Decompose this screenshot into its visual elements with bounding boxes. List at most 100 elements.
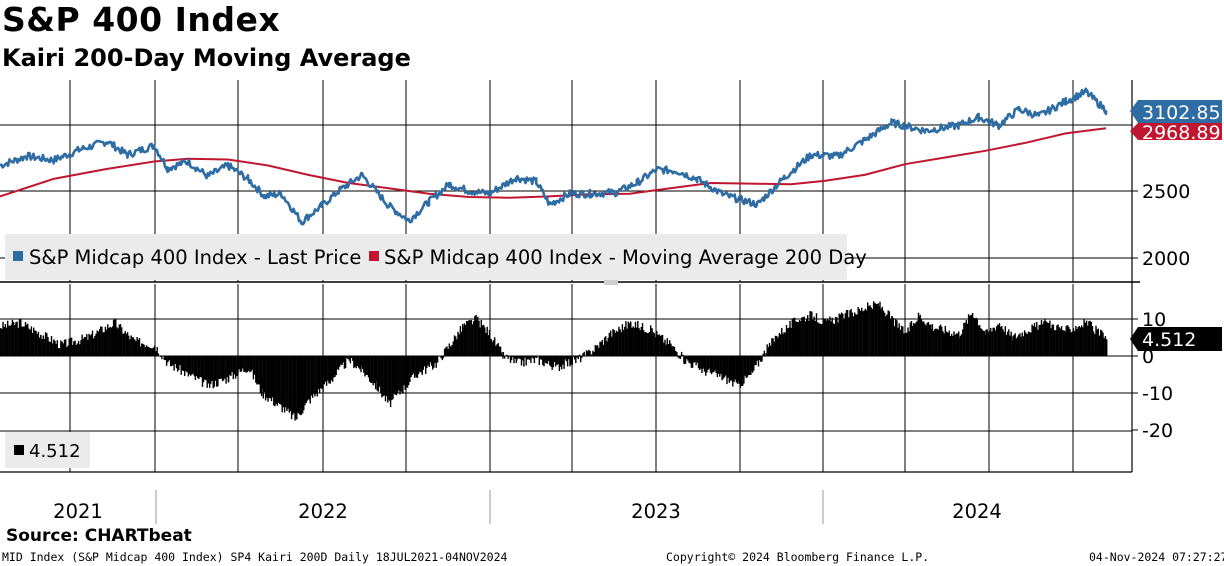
kairi-bar [938, 325, 941, 356]
kairi-bar [125, 333, 128, 356]
kairi-bar [932, 330, 935, 356]
kairi-bar [542, 356, 544, 366]
kairi-bar [696, 356, 698, 363]
kairi-bar [726, 356, 728, 385]
kairi-bar [18, 319, 21, 356]
kairi-bar [54, 340, 56, 356]
kairi-bar [519, 356, 522, 360]
kairi-bar [398, 356, 400, 391]
kairi-bar [552, 356, 555, 368]
kairi-bar [880, 308, 882, 356]
kairi-bar [324, 356, 327, 382]
kairi-bar [34, 330, 36, 356]
kairi-bar [38, 337, 41, 356]
kairi-bar [430, 356, 433, 366]
kairi-bar [91, 330, 94, 356]
kairi-bar [41, 339, 43, 356]
kairi-last-value: 4.512 [1142, 329, 1196, 351]
kairi-bar [70, 337, 73, 356]
kairi-bar [318, 356, 321, 394]
kairi-bar [498, 346, 501, 356]
kairi-bar [921, 321, 924, 356]
kairi-bar [999, 326, 1002, 356]
kairi-bar [286, 356, 288, 411]
kairi-bar [394, 356, 396, 395]
kairi-bar [1088, 321, 1090, 356]
kairi-bar [262, 356, 264, 399]
kairi-bar [683, 356, 686, 365]
kairi-last-tag: 4.512 [1130, 327, 1222, 351]
kairi-bar [302, 356, 304, 414]
kairi-bar [20, 319, 22, 356]
kairi-bar [633, 327, 635, 356]
kairi-bar [429, 356, 432, 363]
kairi-bar [887, 310, 889, 356]
kairi-bar [1077, 326, 1079, 356]
kairi-bar [756, 356, 758, 361]
kairi-bar [96, 330, 98, 356]
kairi-bar [175, 356, 178, 369]
kairi-bar [858, 308, 861, 356]
kairi-bar [138, 338, 141, 356]
kairi-bar [135, 341, 137, 356]
kairi-bar [0, 328, 2, 356]
kairi-bar [90, 334, 93, 356]
kairi-bar [809, 311, 811, 356]
kairi-bar [617, 331, 619, 356]
kairi-bar [244, 356, 246, 372]
kairi-bar [152, 347, 155, 356]
kairi-bar [1072, 328, 1075, 356]
kairi-bar [1095, 325, 1097, 356]
kairi-bar [451, 344, 453, 356]
kairi-bar [804, 321, 807, 356]
kairi-bar [33, 327, 35, 356]
kairi-bar [919, 314, 921, 356]
kairi-bar [904, 332, 907, 356]
kairi-bar [116, 327, 118, 356]
kairi-bar [373, 356, 376, 384]
y-tick-label-lower: 0 [1142, 346, 1154, 368]
kairi-bar [618, 326, 620, 356]
kairi-bar [107, 324, 109, 356]
kairi-bar [612, 329, 614, 356]
kairi-bar [242, 356, 244, 369]
kairi-bar [1074, 331, 1076, 356]
kairi-bar [214, 356, 217, 381]
kairi-bar [955, 333, 958, 356]
kairi-bar [111, 326, 114, 356]
kairi-bar [606, 341, 608, 356]
kairi-bar [634, 321, 637, 356]
kairi-bar [57, 348, 60, 356]
kairi-bar [1051, 324, 1053, 356]
source-note: Source: CHARTbeat [6, 526, 192, 546]
kairi-bar [402, 356, 404, 394]
kairi-bar [680, 351, 683, 356]
ma-last-tag: 2968.89 [1130, 122, 1222, 144]
kairi-bar [1063, 330, 1065, 356]
kairi-bar [591, 354, 593, 356]
kairi-bar [993, 327, 995, 356]
kairi-bar [124, 331, 126, 356]
kairi-bar [192, 356, 194, 374]
kairi-bar [620, 332, 622, 356]
kairi-bar [514, 356, 516, 359]
kairi-bar [816, 322, 819, 356]
kairi-bar [918, 316, 920, 356]
kairi-bar [975, 317, 977, 356]
kairi-bar [870, 307, 872, 356]
kairi-bar [35, 330, 37, 356]
panel-resize-handle[interactable] [604, 279, 618, 285]
kairi-bar [223, 356, 225, 381]
kairi-bar [522, 356, 524, 361]
kairi-bar [959, 335, 962, 356]
kairi-bar [193, 356, 195, 377]
kairi-bar [332, 356, 334, 382]
kairi-bar [1007, 331, 1009, 356]
kairi-bar [712, 356, 714, 373]
kairi-bar [98, 329, 101, 356]
y-tick-label-lower: -20 [1142, 420, 1173, 442]
kairi-bar [359, 356, 361, 370]
kairi-bar [343, 356, 346, 369]
kairi-bar [650, 333, 652, 356]
kairi-bar [380, 356, 382, 394]
